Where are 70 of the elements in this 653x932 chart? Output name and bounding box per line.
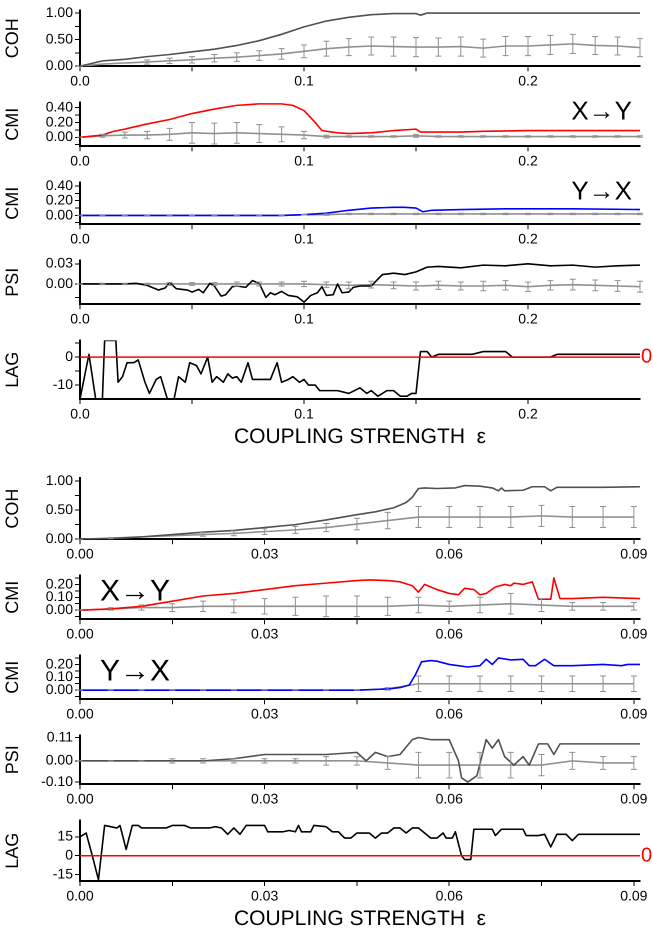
x-tick-label: 0.03 bbox=[250, 705, 278, 722]
y-axis-title: CMI bbox=[2, 186, 22, 220]
y-axis-title: COH bbox=[2, 488, 22, 529]
x-tick-label: 0.06 bbox=[436, 887, 464, 904]
y-axis-title: LAG bbox=[2, 352, 22, 388]
y-tick-label: 0.40 bbox=[46, 176, 74, 193]
y-tick-label: 0.20 bbox=[46, 113, 74, 130]
x-tick-label: 0.2 bbox=[518, 230, 538, 246]
y-axis-title: CMI bbox=[2, 660, 22, 694]
x-tick-label: 0.03 bbox=[250, 887, 278, 904]
y-tick-label: 1.00 bbox=[46, 4, 74, 20]
y-tick-label: 0.40 bbox=[46, 98, 74, 114]
annotation: X→Y bbox=[571, 96, 632, 126]
x-tick-label: 0.03 bbox=[250, 790, 278, 806]
x-tick-label: 0.06 bbox=[436, 545, 464, 562]
x-tick-label: 0.09 bbox=[620, 545, 648, 562]
y-axis-title: COH bbox=[2, 18, 22, 58]
x-axis-title: COUPLING STRENGTH ε bbox=[234, 425, 486, 448]
x-tick-label: 0.0 bbox=[70, 72, 90, 88]
x-tick-label: 0.09 bbox=[620, 625, 648, 642]
y-tick-label: 0.50 bbox=[46, 30, 74, 46]
y-tick-label: 15 bbox=[57, 828, 74, 844]
y-tick-label: -10 bbox=[52, 376, 74, 392]
y-tick-label: 0.20 bbox=[46, 192, 74, 208]
y-axis-title: PSI bbox=[2, 268, 22, 297]
annotation: X→Y bbox=[100, 574, 170, 608]
y-axis-title: CMI bbox=[2, 580, 22, 614]
x-tick-label: 0.2 bbox=[518, 152, 538, 168]
annotation: Y→X bbox=[100, 654, 170, 688]
x-tick-label: 0.06 bbox=[436, 705, 464, 722]
y-tick-label: -0.10 bbox=[41, 772, 74, 789]
annotation: Y→X bbox=[571, 176, 632, 206]
x-tick-label: 0.06 bbox=[436, 625, 464, 642]
y-tick-label: 0.00 bbox=[46, 752, 74, 768]
y-tick-label: 0.11 bbox=[46, 728, 74, 744]
y-tick-label: 0.00 bbox=[46, 128, 74, 144]
y-tick-label: 0.03 bbox=[46, 254, 74, 271]
x-tick-label: 0.1 bbox=[294, 230, 314, 246]
x-tick-label: 0.0 bbox=[70, 230, 90, 246]
x-tick-label: 0.1 bbox=[294, 310, 314, 326]
x-tick-label: 0.2 bbox=[518, 310, 538, 326]
y-tick-label: 0 bbox=[65, 846, 74, 863]
y-axis-title: PSI bbox=[2, 745, 22, 774]
x-tick-label: 0.0 bbox=[70, 310, 90, 326]
y-axis-title: LAG bbox=[2, 832, 22, 869]
x-tick-label: 0.2 bbox=[518, 72, 538, 88]
x-tick-label: 0.09 bbox=[620, 790, 648, 806]
x-tick-label: 0.2 bbox=[518, 405, 538, 422]
x-tick-label: 0.0 bbox=[70, 405, 90, 422]
x-tick-label: 0.0 bbox=[70, 152, 90, 168]
x-tick-label: 0.06 bbox=[436, 790, 464, 806]
x-tick-label: 0.1 bbox=[294, 152, 314, 168]
x-tick-label: 0.03 bbox=[250, 545, 278, 562]
y-tick-label: 0.00 bbox=[46, 57, 74, 74]
y-axis-title: CMI bbox=[2, 108, 22, 141]
x-tick-label: 0.03 bbox=[250, 625, 278, 642]
y-tick-label: 0.50 bbox=[46, 500, 74, 517]
ref-line-label: 0 bbox=[641, 844, 652, 866]
y-tick-label: 0 bbox=[65, 348, 74, 364]
x-axis-title: COUPLING STRENGTH ε bbox=[234, 907, 486, 930]
y-tick-label: 0.00 bbox=[46, 206, 74, 222]
x-tick-label: 0.09 bbox=[620, 887, 648, 904]
y-tick-label: 0.00 bbox=[46, 274, 74, 291]
y-tick-label: 1.00 bbox=[46, 472, 74, 488]
x-tick-label: 0.1 bbox=[294, 72, 314, 88]
y-tick-label: -15 bbox=[52, 866, 74, 882]
x-tick-label: 0.09 bbox=[620, 705, 648, 722]
y-tick-label: 0.00 bbox=[46, 530, 74, 546]
x-tick-label: 0.1 bbox=[294, 405, 314, 422]
ref-line-label: 0 bbox=[641, 346, 652, 368]
